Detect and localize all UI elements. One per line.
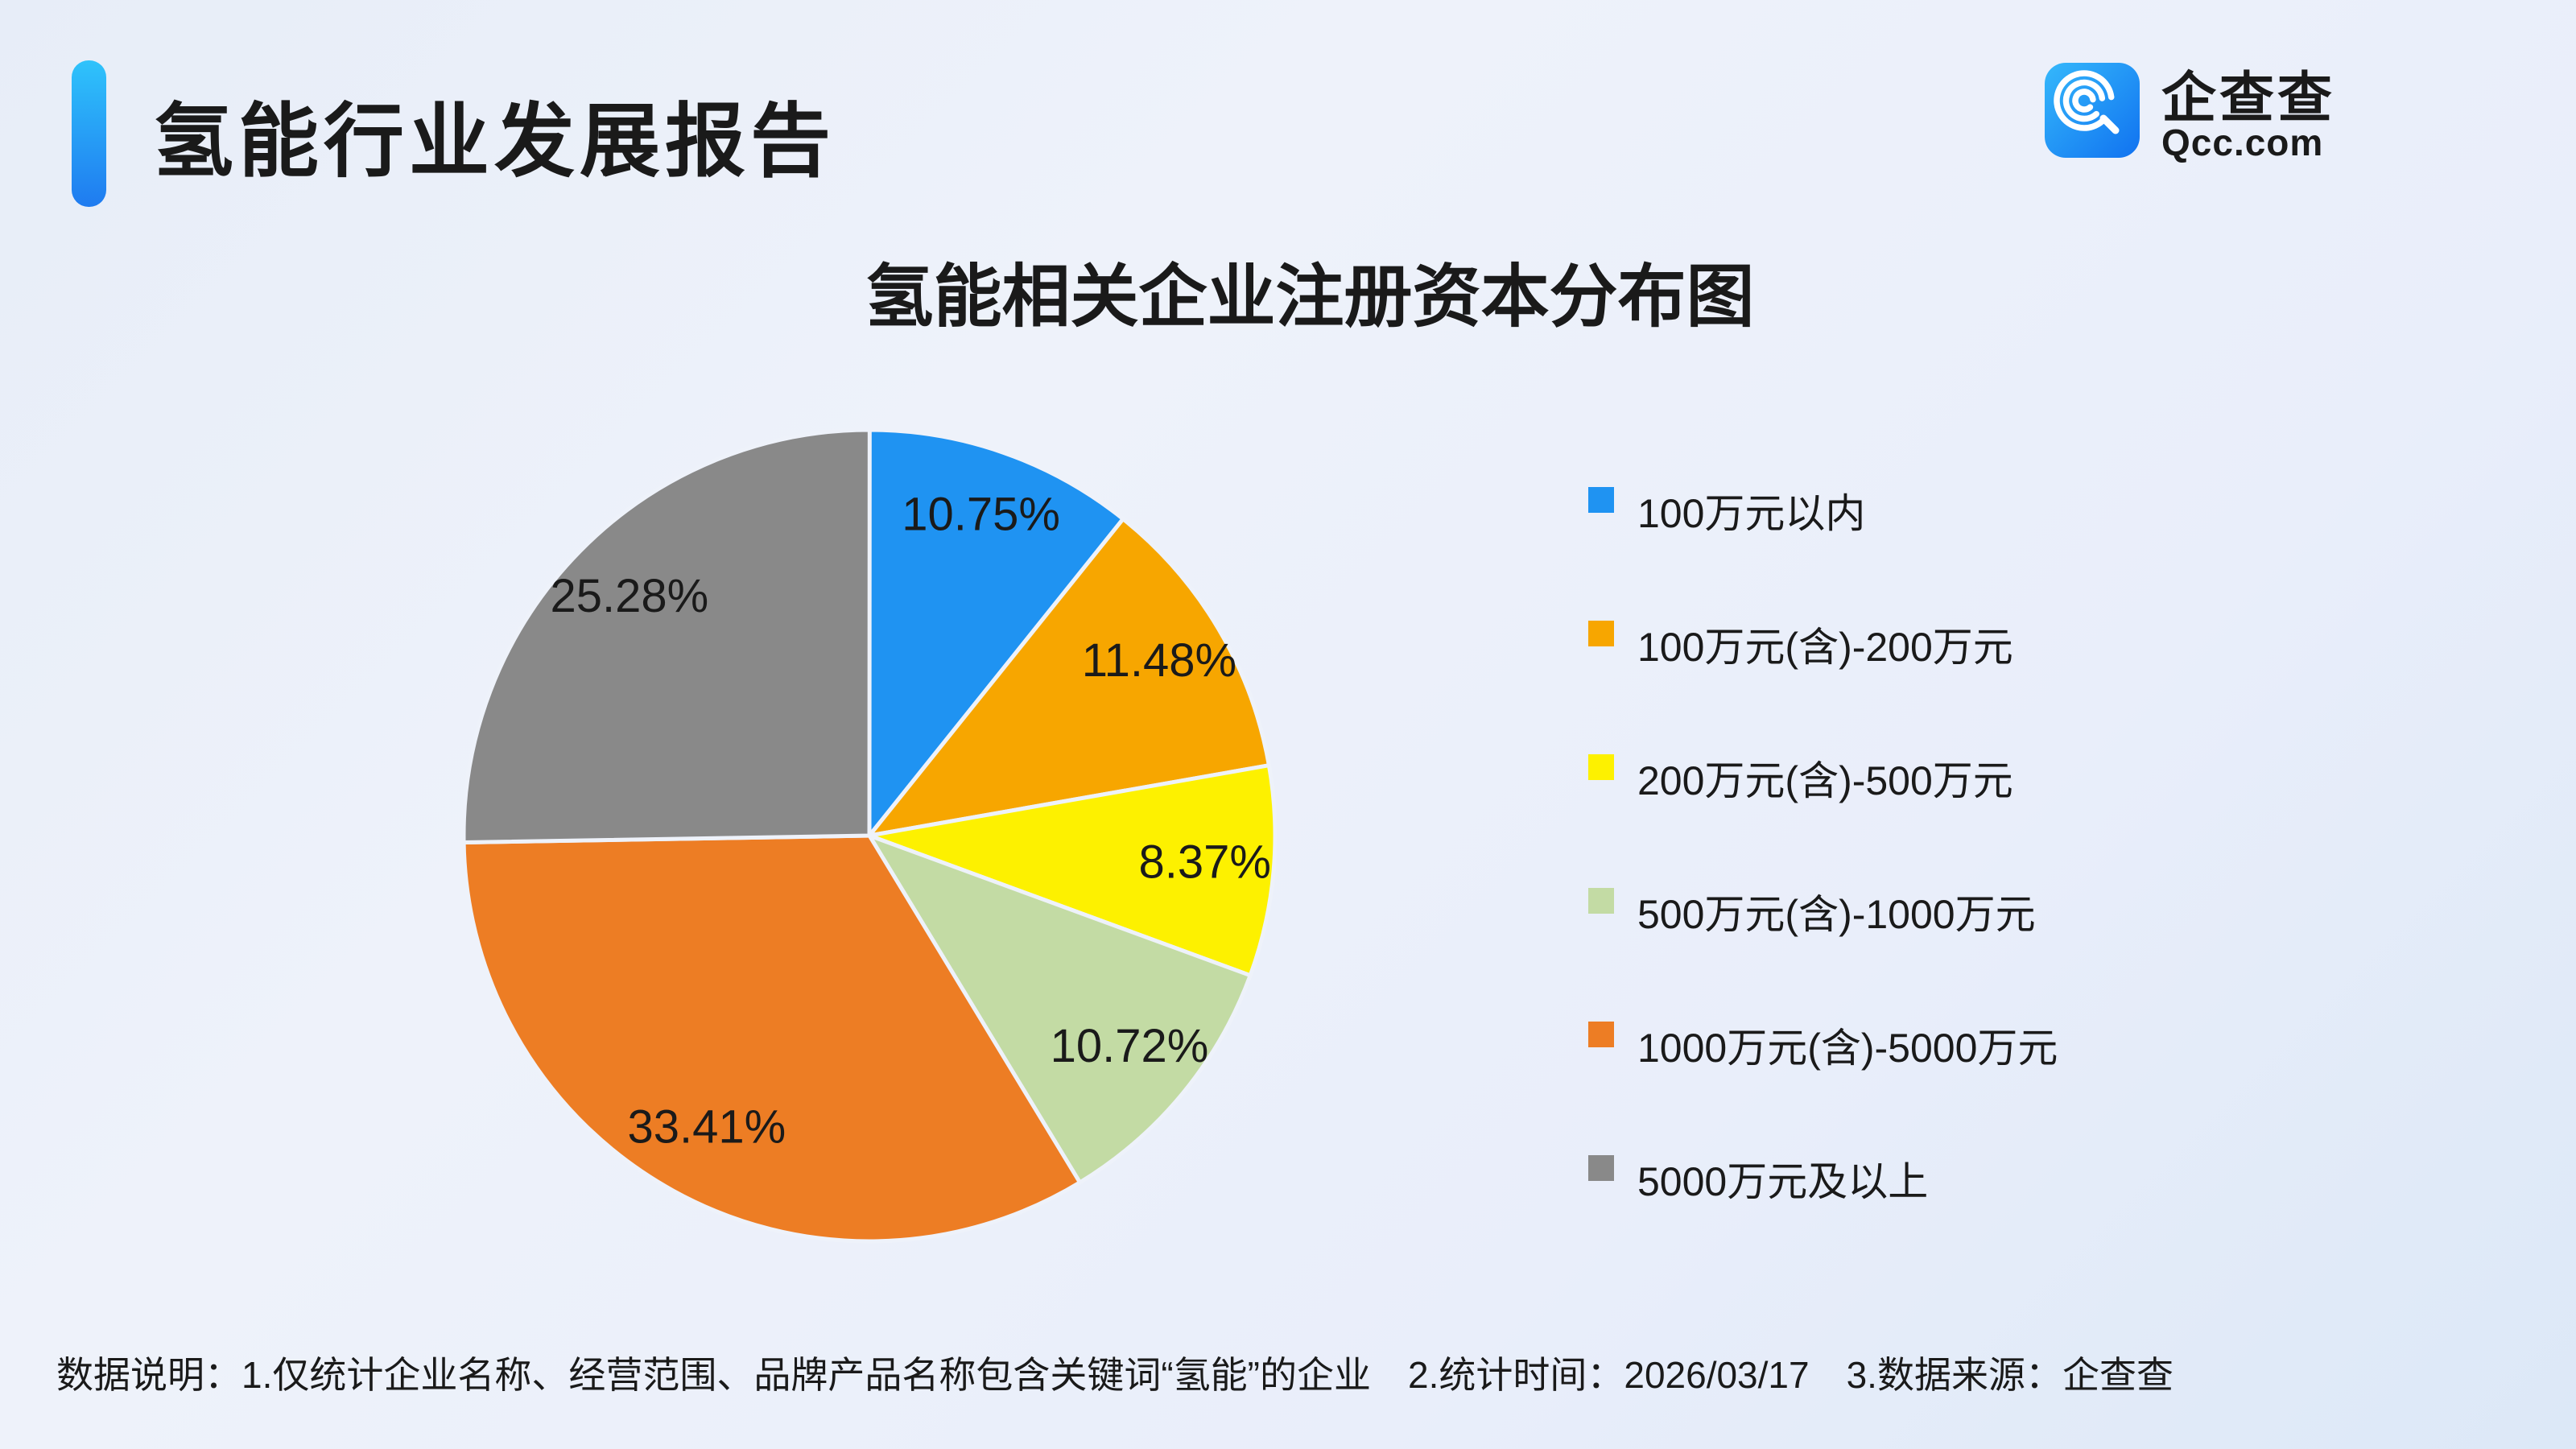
svg-text:10.75%: 10.75% [902, 489, 1060, 541]
svg-text:11.48%: 11.48% [1082, 634, 1236, 687]
svg-text:33.41%: 33.41% [628, 1101, 786, 1154]
svg-text:25.28%: 25.28% [550, 570, 708, 622]
svg-text:10.72%: 10.72% [1051, 1020, 1209, 1072]
svg-text:8.37%: 8.37% [1138, 836, 1270, 888]
